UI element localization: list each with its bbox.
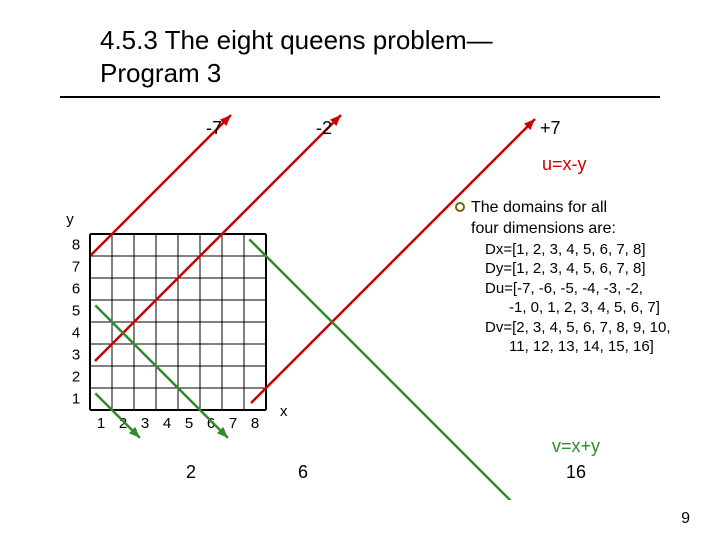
svg-text:1: 1 [97,415,105,432]
svg-text:5: 5 [185,415,193,432]
svg-text:8: 8 [72,236,80,253]
v-label-6: 6 [298,462,308,483]
du-line-2: -1, 0, 1, 2, 3, 4, 5, 6, 7] [455,298,690,318]
svg-text:7: 7 [72,258,80,275]
u-label-minus7: -7 [206,118,222,139]
svg-text:4: 4 [72,324,80,341]
svg-text:2: 2 [72,368,80,385]
svg-text:y: y [66,211,74,228]
dx-line: Dx=[1, 2, 3, 4, 5, 6, 7, 8] [455,240,690,260]
dy-line: Dy=[1, 2, 3, 4, 5, 6, 7, 8] [455,259,690,279]
v-label-16: 16 [566,462,586,483]
slide-title: 4.5.3 The eight queens problem— Program … [100,24,493,89]
title-underline [60,96,660,98]
svg-text:7: 7 [229,415,237,432]
svg-text:8: 8 [251,415,259,432]
du-line: Du=[-7, -6, -5, -4, -3, -2, [455,279,690,299]
svg-text:3: 3 [72,346,80,363]
bullet-icon [455,202,465,212]
page-number: 9 [681,510,690,528]
svg-text:1: 1 [72,390,80,407]
title-line-1: 4.5.3 The eight queens problem— [100,25,493,55]
svg-text:6: 6 [72,280,80,297]
u-formula: u=x-y [542,154,587,175]
dv-line: Dv=[2, 3, 4, 5, 6, 7, 8, 9, 10, [455,318,690,338]
svg-text:4: 4 [163,415,171,432]
dv-line-2: 11, 12, 13, 14, 15, 16] [455,337,690,357]
u-label-plus7: +7 [540,118,561,139]
svg-text:3: 3 [141,415,149,432]
v-label-2: 2 [186,462,196,483]
svg-text:x: x [280,403,288,420]
u-label-minus2: -2 [316,118,332,139]
side-heading-2: four dimensions are: [471,220,616,237]
side-heading: The domains for all four dimensions are: [455,198,690,240]
svg-text:5: 5 [72,302,80,319]
title-line-2: Program 3 [100,58,221,88]
side-panel: The domains for all four dimensions are:… [455,198,690,357]
side-heading-1: The domains for all [471,199,607,216]
v-formula: v=x+y [552,436,600,457]
